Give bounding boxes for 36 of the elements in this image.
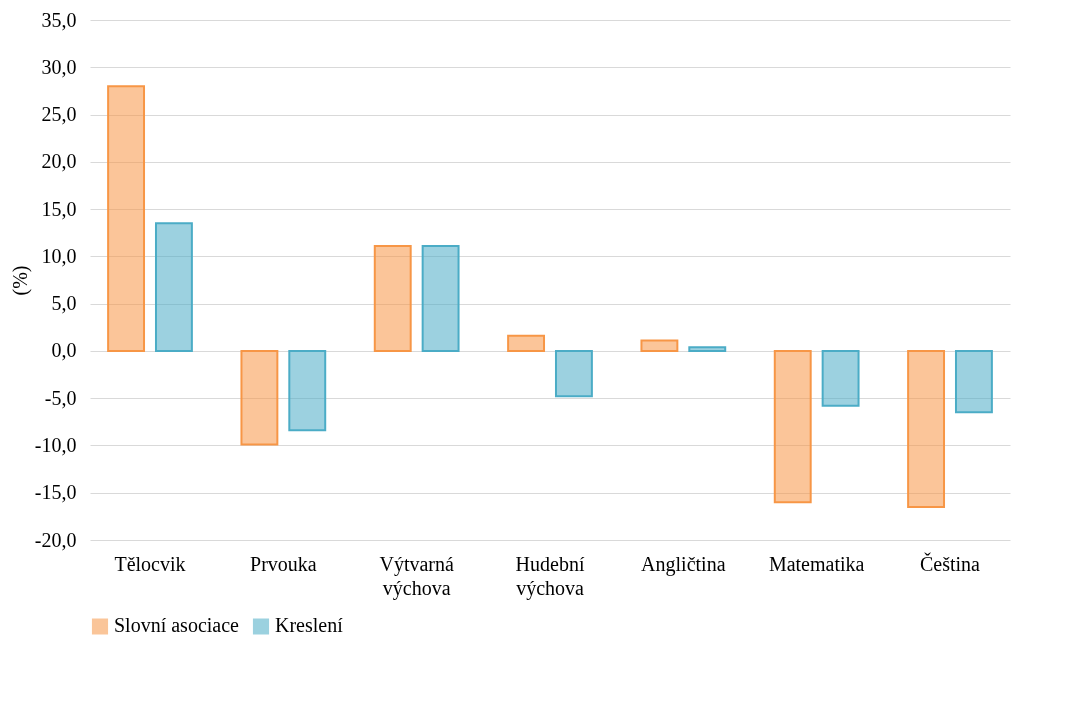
legend-label: Slovní asociace [114,614,240,637]
y-axis-title: (%) [8,265,32,296]
y-tick-label: 10,0 [41,244,77,267]
y-tick-label: -5,0 [44,386,77,409]
bar [554,349,593,398]
y-tick-label: 20,0 [41,150,77,173]
bar [240,349,279,446]
x-tick-label: Matematika [768,552,865,575]
x-tick-label: Hudební výchova [515,552,585,600]
y-tick-label: -15,0 [34,481,77,504]
bar [954,349,993,414]
y-tick-label: 0,0 [51,339,77,362]
x-tick-label: Tělocvik [114,552,186,575]
bar [688,346,727,352]
y-tick-label: -10,0 [34,433,77,456]
bar [907,349,946,508]
bar [107,85,146,352]
y-tick-label: -20,0 [34,528,77,551]
bar [507,334,546,352]
bar [821,349,860,407]
bar [373,244,412,352]
x-tick-label: Angličtina [641,552,726,576]
bar [154,222,193,352]
y-tick-label: 25,0 [41,103,77,126]
x-tick-label: Čeština [920,551,981,575]
bar [640,339,679,352]
x-tick-label: Výtvarná výchova [379,552,454,600]
legend-label: Kreslení [275,614,344,637]
bar [773,349,812,504]
bar [288,349,327,432]
y-tick-label: 15,0 [41,197,77,220]
y-tick-label: 35,0 [41,8,77,31]
x-tick-label: Prvouka [250,552,317,575]
y-tick-label: 5,0 [51,292,77,315]
y-tick-label: 30,0 [41,55,77,78]
bar [421,244,460,352]
